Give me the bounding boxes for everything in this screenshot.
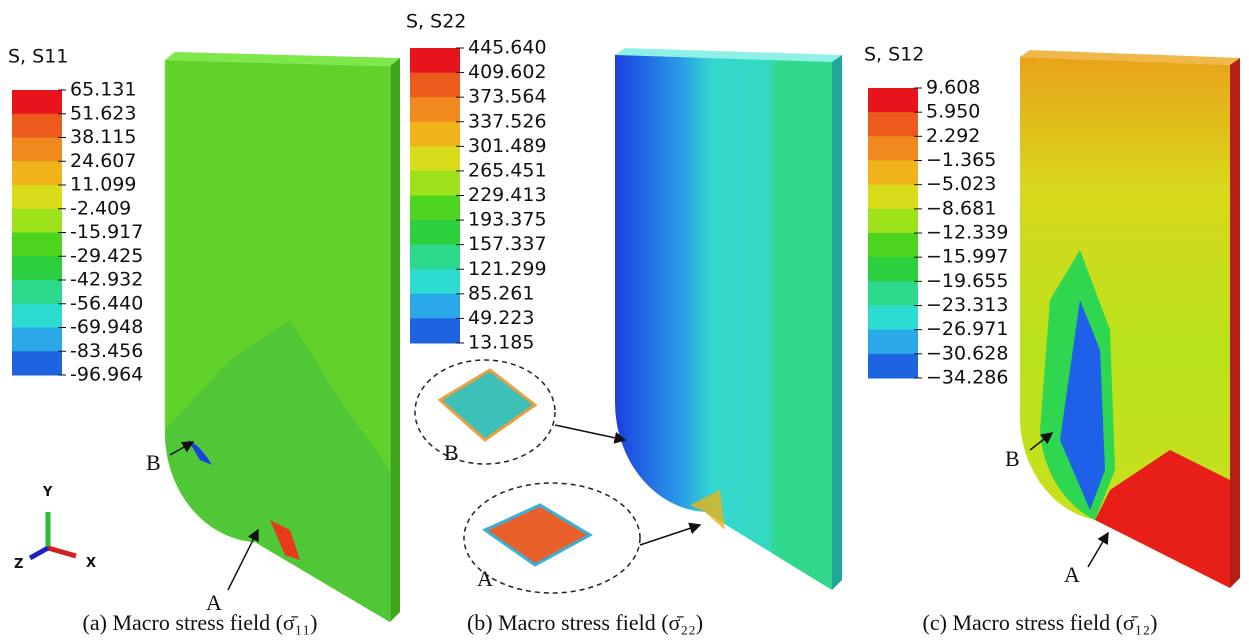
legend-band (410, 293, 460, 319)
legend-label: -42.932 (70, 269, 143, 291)
legend-label: 445.640 (468, 37, 547, 59)
legend-label: 85.261 (468, 282, 534, 304)
inset-label: A (477, 566, 493, 591)
legend-label: −8.681 (926, 197, 996, 219)
legend-label: 265.451 (468, 159, 547, 181)
legend-band (12, 137, 62, 162)
legend-label: −26.971 (926, 318, 1008, 340)
legend-label: -56.440 (70, 292, 143, 314)
plate-a (164, 52, 400, 623)
inset-textures (437, 368, 594, 567)
legend-band (868, 305, 918, 331)
legend-band (12, 208, 62, 233)
axis-label: Z (14, 557, 23, 572)
legend-label: −1.365 (926, 149, 996, 171)
legend-label: 13.185 (468, 332, 534, 354)
legend-label: −5.023 (926, 173, 996, 195)
legend-label: -29.425 (70, 245, 143, 267)
legend-label: −19.655 (926, 270, 1008, 292)
legend-band (12, 303, 62, 328)
legend-title: S, S11 (8, 46, 68, 68)
caption: (a) Macro stress field (σ̄₁₁) (83, 610, 318, 635)
legend-band (12, 185, 62, 210)
axis-triad: Y Z X (14, 485, 96, 572)
legend-band (410, 146, 460, 172)
point-label: A (1064, 562, 1080, 587)
legend-label: −34.286 (926, 367, 1008, 389)
legend-band (12, 327, 62, 352)
legend-label: 38.115 (70, 126, 136, 148)
point-label: B (146, 450, 161, 475)
legend-band (868, 208, 918, 234)
legend-band (410, 195, 460, 221)
legend-label: 373.564 (468, 86, 547, 108)
legend-band (410, 97, 460, 123)
legend-band (410, 121, 460, 147)
legend-label: 229.413 (468, 184, 547, 206)
legend-band (12, 232, 62, 257)
legend-band (868, 329, 918, 355)
legend-label: 11.099 (70, 174, 136, 196)
legend-band (410, 244, 460, 270)
legend-label: -2.409 (70, 197, 131, 219)
legend-title: S, S22 (406, 11, 466, 33)
legend-label: -69.948 (70, 316, 143, 338)
plate-b (614, 48, 842, 590)
caption: (b) Macro stress field (σ̄₂₂) (467, 610, 703, 635)
axis-label: Y (42, 485, 53, 500)
legend-label: 49.223 (468, 307, 534, 329)
legend-band (12, 351, 62, 376)
inset-arrows (554, 424, 702, 546)
legend-band (12, 90, 62, 115)
legend-band (410, 220, 460, 246)
legend-band (12, 161, 62, 186)
legend-label: 301.489 (468, 135, 547, 157)
legend-band (868, 233, 918, 258)
legend-band (868, 184, 918, 210)
legend-label: 5.950 (926, 101, 980, 123)
legend-label: 9.608 (926, 77, 980, 99)
point-label: B (1005, 446, 1020, 471)
legend-band (868, 353, 918, 379)
point-arrows (169, 432, 1109, 591)
legend-band (868, 136, 918, 161)
point-label: A (206, 590, 222, 615)
legend-label: -15.917 (70, 221, 143, 243)
caption: (c) Macro stress field (σ̄₁₂) (923, 610, 1158, 635)
legend-band (12, 280, 62, 305)
axis-label: X (86, 556, 96, 571)
legend-band (12, 256, 62, 281)
legend-label: -96.964 (70, 364, 143, 386)
legend-label: 65.131 (70, 79, 136, 101)
legend-label: 193.375 (468, 209, 547, 231)
legend-title: S, S12 (864, 44, 924, 66)
legend-band (868, 281, 918, 306)
legend-label: 121.299 (468, 258, 547, 280)
legend-label: −30.628 (926, 342, 1008, 364)
plate-c (1019, 50, 1240, 588)
inset-label: B (444, 440, 459, 465)
legend-label: 51.623 (70, 102, 136, 124)
legend-band (868, 257, 918, 282)
legend-label: 2.292 (926, 125, 980, 147)
legend-label: 409.602 (468, 61, 547, 83)
legend-label: -83.456 (70, 340, 143, 362)
legend-label: 157.337 (468, 233, 547, 255)
legend-band (410, 48, 460, 74)
legend-band (410, 72, 460, 98)
legend-label: 337.526 (468, 110, 547, 132)
legend-label: −15.997 (926, 246, 1008, 268)
legend-band (868, 112, 918, 137)
legend-band (868, 160, 918, 186)
legend-band (12, 113, 62, 138)
insets (414, 359, 641, 594)
legend-label: −12.339 (926, 222, 1008, 244)
legend-band (410, 269, 460, 295)
legend-band (410, 170, 460, 196)
legend-label: −23.313 (926, 294, 1008, 316)
legend-label: 24.607 (70, 150, 136, 172)
legend-band (868, 88, 918, 113)
legend-band (410, 318, 460, 344)
